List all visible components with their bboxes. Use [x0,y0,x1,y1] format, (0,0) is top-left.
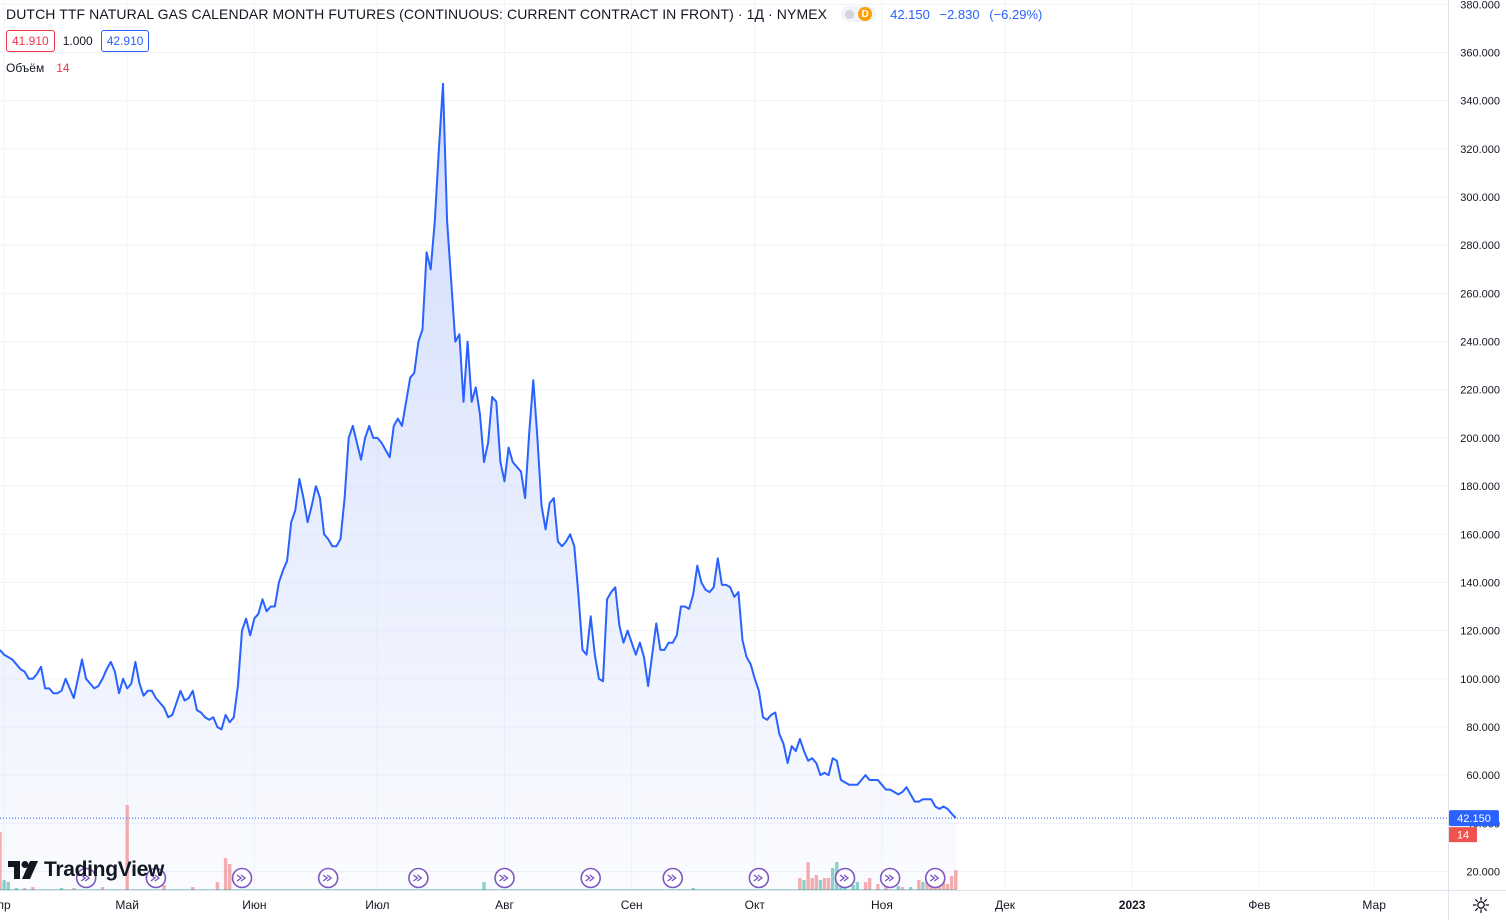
y-tick-label: 100.000 [1460,674,1500,686]
x-tick-label: Июл [365,898,389,912]
event-arrows [236,874,247,882]
buy-price-button[interactable]: 42.910 [100,30,150,52]
volume-badge: 14 [1449,827,1477,843]
event-arrows [667,874,677,882]
price-change-pct: (−6.29%) [989,6,1043,22]
dividend-event-icon[interactable] [75,867,97,889]
price-change: −2.830 [939,6,980,22]
y-tick-label: 320.000 [1460,144,1500,156]
y-tick-label: 180.000 [1460,481,1500,493]
x-tick-label: Ноя [871,898,893,912]
dividend-event-icon[interactable] [408,867,429,889]
sell-price-button[interactable]: 41.910 [6,30,55,52]
y-tick-label: 160.000 [1460,529,1500,541]
volume-value: 14 [56,61,70,75]
brand-name: TradingView [44,858,165,881]
y-tick-label: 140.000 [1460,577,1500,589]
price-area-fill [0,83,956,891]
event-arrows [499,874,509,882]
price-area [0,82,1448,891]
volume-label: Объём [6,61,45,75]
dividend-event-icon[interactable] [662,867,684,889]
dividend-event-icon[interactable] [924,867,946,889]
dividend-event-icon[interactable] [231,867,253,889]
event-arrows [585,874,595,882]
x-tick-label: 2023 [1119,898,1146,912]
settings-gear-icon[interactable] [1472,896,1490,914]
event-arrows [753,874,764,882]
event-arrows [884,874,895,882]
tradingview-logo-icon [8,861,38,879]
volume-badge-label: 14 [1457,830,1469,842]
last-price-badge-bg [1449,810,1499,827]
dividend-event-icon[interactable] [879,867,901,889]
event-arrows [839,874,850,882]
event-arrows [80,874,91,882]
x-tick-label: Окт [745,898,766,912]
dividend-event-icon[interactable] [580,867,601,889]
x-tick-label: Фев [1248,898,1270,912]
dividend-event-icon[interactable] [748,867,770,889]
event-arrows [412,874,423,882]
x-tick-label: Дек [995,898,1016,912]
x-tick-label: Июн [242,898,266,912]
last-price: 42.150 [890,6,930,22]
symbol-title[interactable]: DUTCH TTF NATURAL GAS CALENDAR MONTH FUT… [6,6,828,22]
y-tick-label: 280.000 [1460,240,1500,252]
last-price-badge: 42.150 [1449,810,1499,827]
x-tick-label: Мар [1362,898,1386,912]
last-price-readout: 42.150 −2.830 (−6.29%) [890,7,1048,22]
y-tick-label: 120.000 [1460,626,1500,638]
y-tick-label: 60.000 [1466,770,1500,782]
y-tick-label: 80.000 [1466,722,1500,734]
y-tick-label: 220.000 [1460,385,1500,397]
spread-value: 1.000 [62,34,93,48]
x-tick-label: пр [0,898,11,912]
volume-legend[interactable]: Объём 14 [6,61,70,75]
quote-row: 41.910 1.000 42.910 [6,30,150,52]
y-tick-label: 200.000 [1460,433,1500,445]
last-price-badge-label: 42.150 [1457,813,1491,825]
delayed-data-badge: D [858,7,873,21]
y-tick-label: 20.000 [1466,867,1500,879]
y-tick-label: 380.000 [1460,0,1500,11]
chart-header: DUTCH TTF NATURAL GAS CALENDAR MONTH FUT… [6,4,1048,24]
volume-badge-bg [1449,827,1477,843]
x-tick-label: Сен [621,898,643,912]
event-markers[interactable] [75,867,946,889]
y-tick-label: 360.000 [1460,48,1500,60]
price-line [0,82,957,819]
y-tick-label: 300.000 [1460,192,1500,204]
status-dot-icon [845,9,855,19]
y-tick-label: 340.000 [1460,96,1500,108]
y-tick-label: 240.000 [1460,337,1500,349]
dividend-event-icon[interactable] [317,867,339,889]
y-tick-label: 260.000 [1460,288,1500,300]
data-status-pill[interactable]: D [841,6,877,22]
x-tick-label: Май [115,898,139,912]
dividend-event-icon[interactable] [834,867,856,889]
dividend-event-icon[interactable] [145,867,167,889]
tradingview-logo[interactable]: TradingView [8,858,164,882]
event-arrows [929,874,940,882]
dividend-event-icon[interactable] [494,867,515,889]
event-arrows [150,874,161,882]
event-arrows [322,874,333,882]
x-tick-label: Авг [495,898,514,912]
